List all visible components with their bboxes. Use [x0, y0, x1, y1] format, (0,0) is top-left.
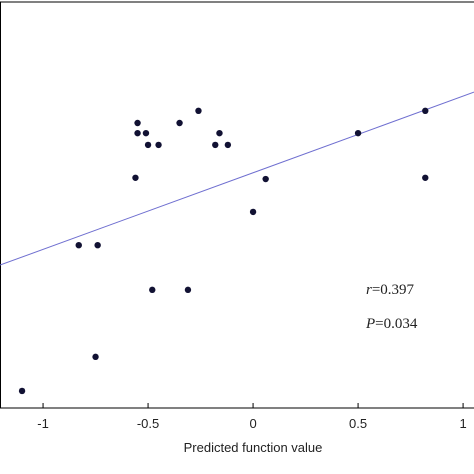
fit-line	[0, 91, 474, 266]
annotation: P=0.034	[365, 316, 418, 332]
point	[216, 129, 223, 137]
plot-frame	[0, 1, 474, 409]
point	[75, 241, 82, 249]
x-tick-label: 0	[249, 416, 256, 431]
annotation-symbol: r	[366, 282, 372, 298]
annotation: r=0.397	[366, 282, 415, 298]
x-tick-label: 1	[459, 416, 466, 431]
point	[142, 129, 150, 137]
point	[92, 353, 99, 361]
point	[134, 119, 141, 127]
point	[155, 141, 162, 149]
point	[354, 129, 362, 137]
point	[184, 286, 192, 294]
x-tick-label: -1	[37, 416, 49, 431]
point	[94, 241, 101, 249]
x-tick-label: 0.5	[349, 416, 367, 431]
point	[144, 141, 152, 149]
point	[195, 107, 202, 115]
point	[224, 141, 232, 149]
point	[422, 107, 429, 115]
point	[132, 174, 139, 181]
x-tick-label: -0.5	[137, 416, 159, 431]
point	[212, 141, 219, 149]
point	[176, 119, 183, 127]
point	[18, 387, 26, 395]
annotation-value: =0.034	[375, 316, 418, 332]
point	[134, 129, 141, 137]
annotation-symbol: P	[365, 316, 375, 332]
point	[422, 174, 429, 181]
x-axis-label: Predicted function value	[184, 440, 323, 455]
point	[262, 175, 269, 183]
annotation-value: =0.397	[372, 282, 415, 298]
point	[149, 286, 156, 294]
point	[249, 208, 257, 216]
